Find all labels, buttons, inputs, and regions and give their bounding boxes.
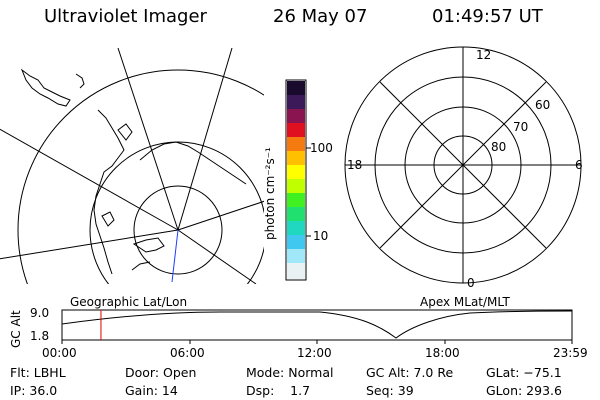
info-door: Door: Open [125,365,197,380]
mlt-label-0: 0 [467,276,475,290]
geographic-panel-label: Geographic Lat/Lon [70,295,188,309]
x-label-1800: 18:00 [425,346,460,360]
colorbar-unit-label: photon cm⁻²s⁻¹ [263,147,277,240]
lon-line-5 [177,229,257,284]
satellite-track [171,229,179,283]
colorbar [285,79,311,281]
info-glat: GLat: −75.1 [486,365,562,380]
lon-line-4 [177,200,264,231]
colorbar-band-10 [287,207,305,221]
colorbar-label-100: 100 [310,141,333,155]
mlt-label-12: 12 [476,48,492,62]
apex-panel-label: Apex MLat/MLT [420,295,510,309]
colorbar-band-2 [287,95,305,109]
colorbar-band-7 [287,165,305,179]
altitude-ylabel: GC Alt [9,310,23,348]
x-label-0000: 00:00 [42,346,77,360]
instrument-title: Ultraviolet Imager [44,6,207,27]
mlat-label-60: 60 [535,98,551,112]
colorbar-band-12 [287,235,305,249]
polar-grid [344,46,582,284]
altitude-ytick-bottom: 1.8 [30,329,50,343]
colorbar-band-6 [287,151,305,165]
coastline-b [75,73,85,89]
colorbar-band-14 [287,263,305,279]
coastline-d [117,123,133,141]
info-glon: GLon: 293.6 [486,383,562,398]
coastline-c [93,109,125,275]
colorbar-band-9 [287,193,305,207]
lat-circle-mid [89,141,264,284]
lon-line-1 [0,128,179,231]
lon-line-2 [117,48,179,231]
coastline-e [139,141,247,185]
info-flt: Flt: LBHL [10,365,66,380]
coastline-f [132,237,165,253]
info-mode: Mode: Normal [246,365,334,380]
coastline-h [131,261,151,271]
mlat-label-70: 70 [513,120,529,134]
colorbar-band-1 [287,81,305,95]
mlat-label-80: 80 [491,140,507,154]
lat-circle-outer [17,69,264,284]
info-gc-alt: GC Alt: 7.0 Re [366,365,454,380]
lat-circle-inner [133,185,223,275]
altitude-ytick-top: 9.0 [30,306,50,320]
mlt-line-diag-2 [379,81,547,249]
date-label: 26 May 07 [273,6,368,27]
colorbar-band-5 [287,137,305,151]
coastline-g [101,211,115,227]
colorbar-band-13 [287,249,305,263]
lon-line-6 [0,229,179,260]
info-ip: IP: 36.0 [10,383,58,398]
info-gain: Gain: 14 [125,383,178,398]
info-seq: Seq: 39 [366,383,414,398]
colorbar-band-3 [287,109,305,123]
colorbar-band-4 [287,123,305,137]
x-label-2359: 23:59 [553,346,588,360]
colorbar-label-10: 10 [313,229,329,243]
altitude-curve [61,310,573,339]
lon-line-3 [177,48,233,231]
colorbar-band-8 [287,179,305,193]
coastline-a [20,68,71,107]
info-dsp: Dsp: 1.7 [246,383,311,398]
mlt-label-6: 6 [575,158,583,172]
mlt-label-18: 18 [347,158,363,172]
colorbar-band-11 [287,221,305,235]
x-label-0600: 06:00 [170,346,205,360]
x-label-1200: 12:00 [297,346,332,360]
altitude-plot [61,309,573,344]
time-label: 01:49:57 UT [432,6,543,27]
